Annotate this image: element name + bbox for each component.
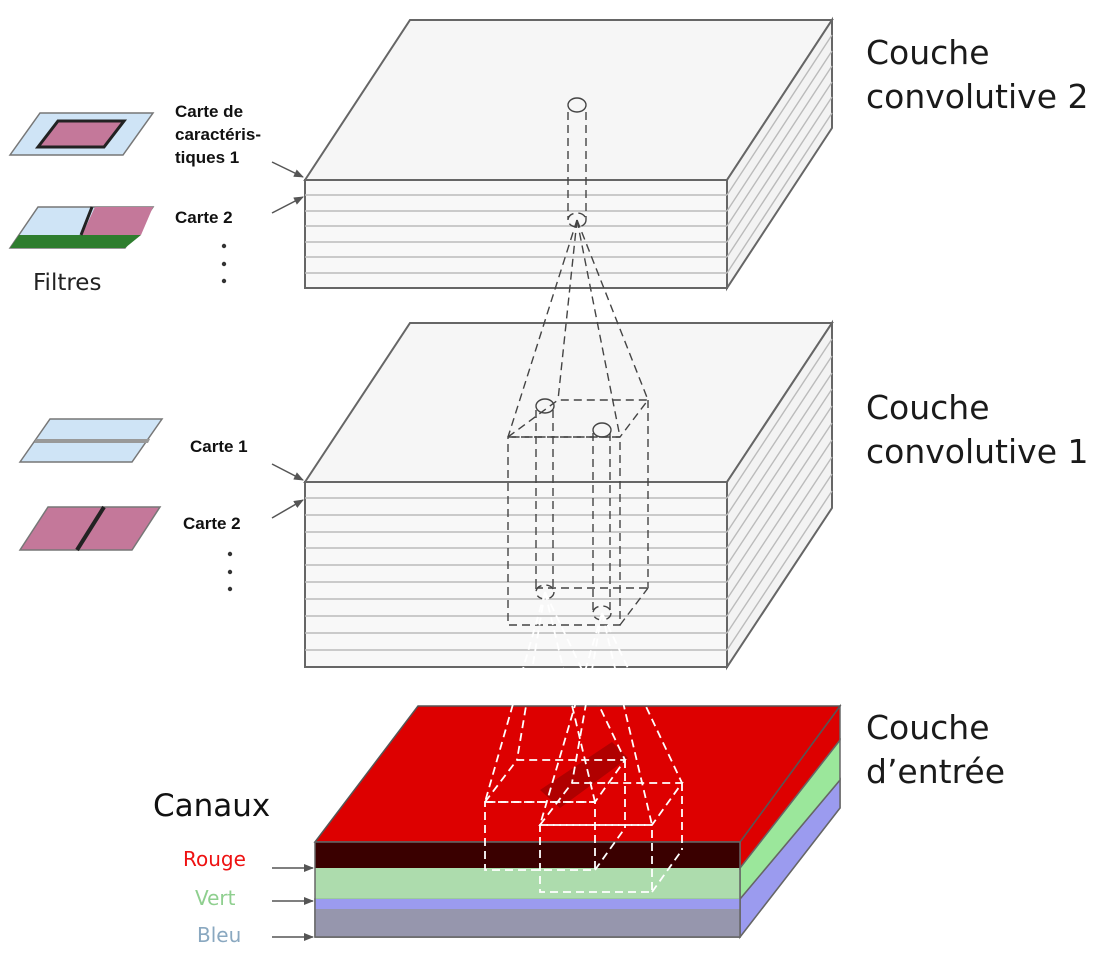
conv2-title-line2: convolutive 2 [866, 77, 1089, 116]
channel-blue-label: Bleu [197, 923, 242, 947]
conv2-map1-line1: Carte de [175, 102, 244, 121]
input-title-line2: d’entrée [866, 752, 1006, 791]
filters-label: Filtres [33, 270, 102, 296]
channels-title: Canaux [153, 788, 271, 824]
input-title-line1: Couche [866, 708, 990, 747]
channel-green-label: Vert [195, 886, 236, 910]
conv2-title: Couche convolutive 2 [866, 31, 1088, 119]
filter-conv1-1 [18, 418, 164, 463]
filter-conv2-2 [8, 206, 155, 249]
filter-conv1-2 [18, 505, 162, 552]
conv2-map2-label: Carte 2 [175, 208, 233, 227]
conv2-map1-label: Carte de caractéris- tiques 1 [175, 100, 261, 169]
filter-conv2-1 [8, 112, 155, 156]
input-layer-block [313, 703, 842, 940]
arrow-conv2-map1 [271, 161, 304, 178]
arrow-conv2-map2 [271, 196, 304, 214]
conv2-map1-line2: caractéris- [175, 125, 262, 144]
arrow-conv1-map2 [271, 499, 304, 519]
arrows [271, 161, 314, 941]
conv1-title: Couche convolutive 1 [866, 386, 1088, 474]
conv1-map1-label: Carte 1 [190, 437, 248, 456]
ellipsis-dots [221, 243, 233, 592]
conv1-map2-label: Carte 2 [183, 514, 241, 533]
conv2-title-line1: Couche [866, 33, 990, 72]
arrow-conv1-map1 [271, 463, 304, 481]
input-title: Couche d’entrée [866, 706, 1005, 794]
conv1-title-line2: convolutive 1 [866, 432, 1089, 471]
receptive-field-input-to-conv1 [483, 591, 684, 893]
receptive-field-conv1-to-conv2 [505, 97, 650, 626]
conv2-map1-line3: tiques 1 [175, 148, 240, 167]
channel-red-label: Rouge [183, 847, 246, 871]
conv-layer-2-block [303, 16, 834, 292]
conv-layer-1-block [303, 319, 834, 671]
conv1-title-line1: Couche [866, 388, 990, 427]
